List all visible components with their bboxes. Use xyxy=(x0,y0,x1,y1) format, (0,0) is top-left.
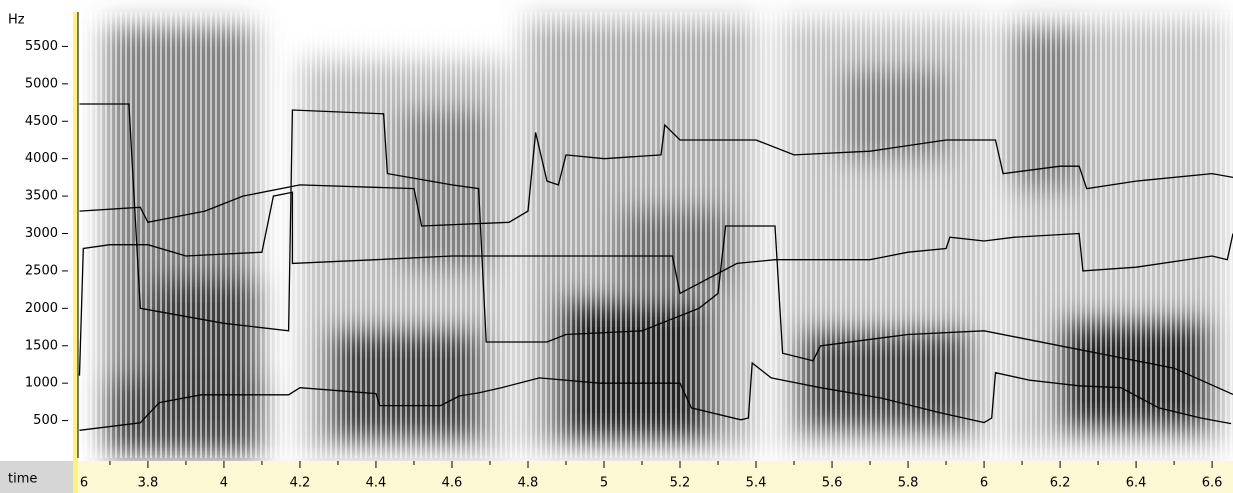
spectrogram-window: Hz time 500 1000 1500 2000 2500 3000 3500 4000 4… xyxy=(0,0,1233,493)
x-tick-label: 6 xyxy=(80,476,88,491)
x-tick-label: 6.4 xyxy=(1126,476,1147,491)
page: {"chart_data": {"type": "line", "ylabel"… xyxy=(0,0,1233,493)
y-tick-label: 2500 xyxy=(25,263,58,278)
x-tick-label: 4 xyxy=(220,476,228,491)
x-tick-label: 3.8 xyxy=(138,476,159,491)
y-tick-label: 500 xyxy=(33,413,58,428)
y-tick-label: 3500 xyxy=(25,189,58,204)
x-tick-label: 5.6 xyxy=(822,476,843,491)
x-tick-label: 5.8 xyxy=(898,476,919,491)
y-tick-label: 4500 xyxy=(25,114,58,129)
x-tick-label: 4.2 xyxy=(290,476,311,491)
x-tick-label: 5.4 xyxy=(746,476,767,491)
x-axis-label: time xyxy=(8,472,37,487)
y-axis-label: Hz xyxy=(8,13,25,28)
x-tick-label: 4.6 xyxy=(442,476,463,491)
x-tick-label: 6 xyxy=(980,476,988,491)
x-tick-label: 6.6 xyxy=(1202,476,1223,491)
y-tick-label: 4000 xyxy=(25,151,58,166)
cursor xyxy=(73,12,78,493)
y-tick-label: 5500 xyxy=(25,39,58,54)
y-tick-label: 3000 xyxy=(25,226,58,241)
x-tick-label: 4.8 xyxy=(518,476,539,491)
x-tick-label: 5 xyxy=(600,476,608,491)
y-tick-label: 5000 xyxy=(25,76,58,91)
x-tick-label: 6.2 xyxy=(1050,476,1071,491)
y-tick-label: 1500 xyxy=(25,338,58,353)
y-tick-label: 1000 xyxy=(25,376,58,391)
x-tick-label: 5.2 xyxy=(670,476,691,491)
y-tick-label: 2000 xyxy=(25,301,58,316)
x-tick-label: 4.4 xyxy=(366,476,387,491)
